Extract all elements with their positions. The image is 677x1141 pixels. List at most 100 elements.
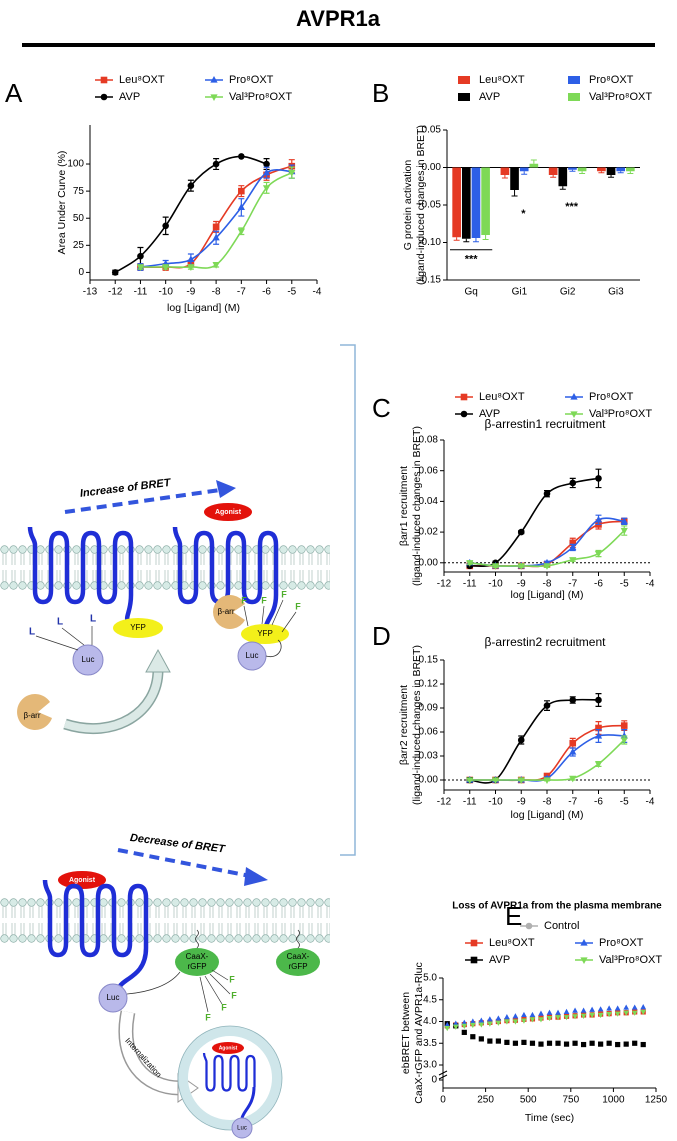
y-tick-label: 0.02 <box>419 527 439 538</box>
y-tick-label: 0.04 <box>419 496 439 507</box>
legend-marker <box>525 922 533 930</box>
axis-break <box>438 1070 448 1080</box>
marker <box>563 1015 570 1021</box>
y-tick-label: 0.03 <box>419 751 439 762</box>
x-tick-label: -7 <box>237 287 246 298</box>
fluorescence: F <box>231 990 237 1000</box>
error-bar <box>521 171 528 175</box>
marker <box>517 528 525 536</box>
x-tick-label: Gi2 <box>560 287 576 298</box>
y-tick-label: -0.15 <box>418 275 441 286</box>
marker <box>597 1006 604 1012</box>
arrowhead <box>145 648 171 673</box>
y-tick-label: 100 <box>67 159 84 170</box>
marker <box>614 1005 621 1011</box>
y-tick-label: 0.00 <box>419 775 439 786</box>
marker <box>478 1022 485 1028</box>
bar <box>606 167 616 175</box>
x-tick-label: -7 <box>568 797 577 808</box>
x-tick-label: 250 <box>477 1095 494 1106</box>
x-tick-label: -7 <box>568 579 577 590</box>
marker <box>504 1019 510 1025</box>
caax-label: rGFP <box>187 962 206 971</box>
error-bar <box>501 175 508 179</box>
y-axis-label: ebBRET between <box>400 992 412 1074</box>
x-axis-label: log [Ligand] (M) <box>511 809 584 821</box>
yfp-label: YFP <box>257 629 273 638</box>
marker <box>595 696 602 704</box>
receptor-tail <box>263 594 279 627</box>
x-tick-label: -5 <box>287 287 296 298</box>
marker <box>238 187 245 195</box>
legend-marker <box>460 393 468 401</box>
chart-title: β-arrestin2 recruitment <box>485 635 607 649</box>
arrow <box>64 488 221 514</box>
x-tick-label: -9 <box>186 287 195 298</box>
marker <box>187 255 195 263</box>
marker <box>529 1040 536 1046</box>
marker <box>569 696 577 704</box>
y-tick-label: -0.05 <box>418 200 441 211</box>
y-axis-label: G protein activation <box>402 160 414 251</box>
marker <box>543 563 551 570</box>
diagram-label: Increase of BRET <box>79 477 172 500</box>
marker <box>620 737 628 744</box>
receptor-tail <box>118 947 149 988</box>
y-tick-label: 0.15 <box>419 655 439 666</box>
marker <box>521 1018 527 1024</box>
annotation: *** <box>465 254 479 266</box>
bar <box>626 167 635 172</box>
x-axis-label: log [Ligand] (M) <box>511 589 584 601</box>
beta-arrestin-label: β-arr <box>217 607 234 616</box>
beta-arrestin-label: β-arr <box>23 711 40 720</box>
marker <box>466 560 474 567</box>
bar <box>577 167 587 172</box>
receptor <box>202 1051 256 1092</box>
error-bar <box>463 238 470 243</box>
marker <box>572 1014 578 1020</box>
x-tick-label: 1250 <box>645 1095 668 1106</box>
marker <box>580 1041 587 1048</box>
marker <box>469 1018 476 1024</box>
marker <box>606 1040 612 1046</box>
x-tick-label: -8 <box>212 287 221 298</box>
marker <box>444 1025 451 1032</box>
panel-letter: C <box>372 393 391 423</box>
y-tick-label: 0 <box>78 267 84 278</box>
x-tick-label: -11 <box>463 797 477 808</box>
fluorescence: F <box>205 1012 211 1022</box>
y-axis-label: βarr1 recruitment <box>398 466 410 546</box>
x-tick-label: -5 <box>620 579 629 590</box>
annotation: * <box>521 208 526 220</box>
y-tick-label: 0.06 <box>419 727 439 738</box>
x-tick-label: 0 <box>440 1095 446 1106</box>
y-axis-label: (ligand-induced changes in BRET) <box>415 125 427 285</box>
marker <box>512 1040 519 1046</box>
bar <box>597 167 606 172</box>
x-tick-label: 500 <box>520 1095 537 1106</box>
legend-label: AVP <box>119 91 140 103</box>
x-tick-label: -6 <box>594 579 603 590</box>
fluorescence: F <box>281 589 287 599</box>
marker <box>495 1015 502 1021</box>
marker <box>162 264 170 271</box>
luc-label: Luc <box>246 651 259 660</box>
yfp-label: YFP <box>130 623 146 632</box>
x-tick-label: -4 <box>646 579 655 590</box>
marker <box>237 203 245 211</box>
legend-label: AVP <box>479 91 500 103</box>
legend-label: Control <box>544 920 579 932</box>
marker <box>614 1011 621 1017</box>
marker <box>495 1020 502 1026</box>
legend-label: Pro⁸OXT <box>589 74 634 86</box>
x-axis-label: Time (sec) <box>525 1112 574 1124</box>
y-tick-label: 0 <box>431 1075 437 1086</box>
emission-lines <box>243 599 297 633</box>
x-tick-label: -8 <box>543 579 552 590</box>
marker <box>589 1006 595 1012</box>
legend-marker <box>210 94 218 101</box>
marker <box>162 222 169 230</box>
marker <box>589 1012 595 1019</box>
marker <box>470 1034 476 1040</box>
